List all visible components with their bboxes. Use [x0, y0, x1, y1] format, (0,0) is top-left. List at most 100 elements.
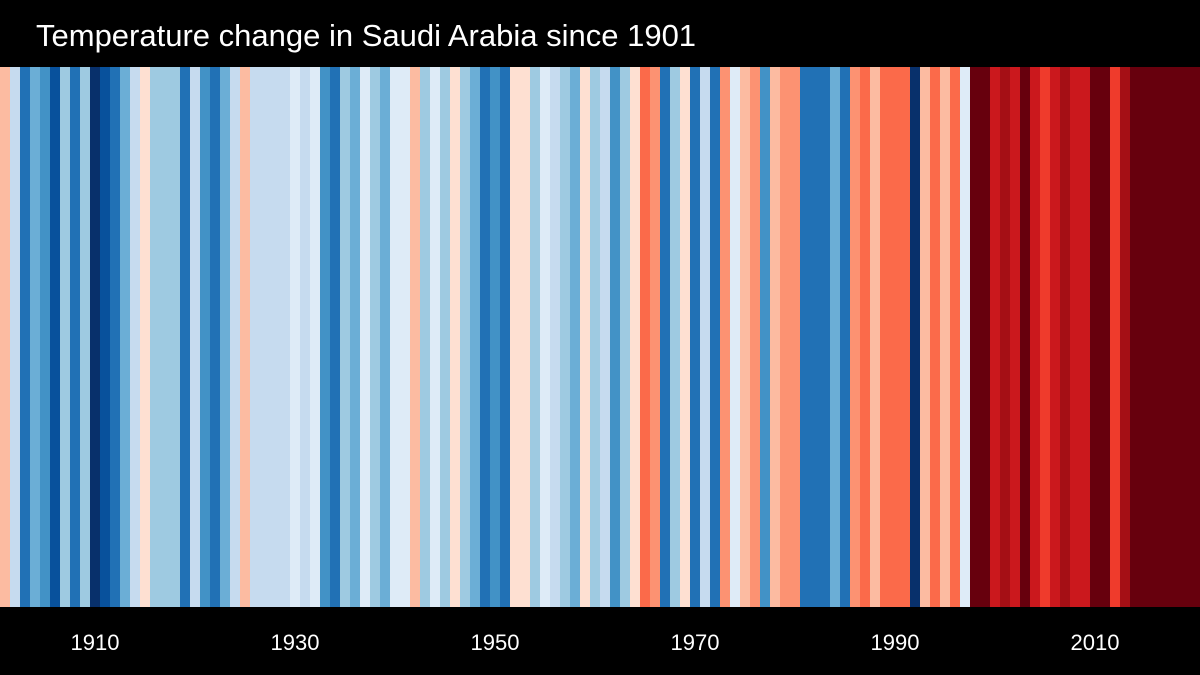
stripe-1994	[930, 67, 941, 607]
stripe-1969	[680, 67, 691, 607]
stripe-1945	[440, 67, 451, 607]
stripe-2018	[1170, 67, 1181, 607]
stripe-1948	[470, 67, 481, 607]
stripe-1913	[120, 67, 131, 607]
stripe-2010	[1090, 67, 1101, 607]
stripe-1921	[200, 67, 211, 607]
stripe-1905	[40, 67, 51, 607]
stripe-2012	[1110, 67, 1121, 607]
chart-title: Temperature change in Saudi Arabia since…	[36, 18, 697, 53]
stripe-1954	[530, 67, 541, 607]
stripe-1993	[920, 67, 931, 607]
stripe-1918	[170, 67, 181, 607]
title-bar: Temperature change in Saudi Arabia since…	[0, 0, 1200, 67]
stripe-1979	[780, 67, 791, 607]
stripe-1977	[760, 67, 771, 607]
stripe-1978	[770, 67, 781, 607]
stripe-1909	[80, 67, 91, 607]
stripe-1997	[960, 67, 971, 607]
stripe-1980	[790, 67, 801, 607]
stripe-1910	[90, 67, 101, 607]
stripe-1981	[800, 67, 811, 607]
stripe-1982	[810, 67, 821, 607]
stripe-1922	[210, 67, 221, 607]
stripe-1957	[560, 67, 571, 607]
stripe-1975	[740, 67, 751, 607]
stripe-1967	[660, 67, 671, 607]
stripe-1903	[20, 67, 31, 607]
stripe-2011	[1100, 67, 1111, 607]
stripe-1998	[970, 67, 981, 607]
stripe-1939	[380, 67, 391, 607]
stripe-1956	[550, 67, 561, 607]
stripe-1989	[880, 67, 891, 607]
stripe-1906	[50, 67, 61, 607]
stripe-2016	[1150, 67, 1161, 607]
stripe-1929	[280, 67, 291, 607]
stripe-1987	[860, 67, 871, 607]
stripe-1965	[640, 67, 651, 607]
x-tick-label-1970: 1970	[670, 630, 720, 655]
stripe-1902	[10, 67, 21, 607]
stripe-2007	[1060, 67, 1071, 607]
stripe-2004	[1030, 67, 1041, 607]
stripe-1915	[140, 67, 151, 607]
stripe-1953	[520, 67, 531, 607]
stripe-2008	[1070, 67, 1081, 607]
stripe-1901	[0, 67, 11, 607]
stripe-1968	[670, 67, 681, 607]
stripe-1983	[820, 67, 831, 607]
stripe-1943	[420, 67, 431, 607]
stripe-2005	[1040, 67, 1051, 607]
stripe-1933	[320, 67, 331, 607]
stripe-1911	[100, 67, 111, 607]
stripe-1962	[610, 67, 621, 607]
stripe-1986	[850, 67, 861, 607]
stripe-1950	[490, 67, 501, 607]
stripe-1940	[390, 67, 401, 607]
stripe-1952	[510, 67, 521, 607]
stripe-2019	[1180, 67, 1191, 607]
stripe-1955	[540, 67, 551, 607]
stripe-1951	[500, 67, 511, 607]
stripe-1963	[620, 67, 631, 607]
stripe-1904	[30, 67, 41, 607]
stripe-2002	[1010, 67, 1021, 607]
stripe-1976	[750, 67, 761, 607]
stripe-2009	[1080, 67, 1091, 607]
stripe-1941	[400, 67, 411, 607]
stripe-1926	[250, 67, 261, 607]
stripe-1923	[220, 67, 231, 607]
stripe-1924	[230, 67, 241, 607]
stripe-1932	[310, 67, 321, 607]
stripe-1914	[130, 67, 141, 607]
stripe-1995	[940, 67, 951, 607]
stripe-1920	[190, 67, 201, 607]
stripe-2020	[1190, 67, 1200, 607]
stripe-1919	[180, 67, 191, 607]
x-axis: 1910 1930 1950 1970 1990 2010	[0, 607, 1200, 675]
stripe-1974	[730, 67, 741, 607]
stripe-1916	[150, 67, 161, 607]
stripe-1971	[700, 67, 711, 607]
stripe-1972	[710, 67, 721, 607]
stripe-1917	[160, 67, 171, 607]
stripe-1944	[430, 67, 441, 607]
x-tick-label-2010: 2010	[1070, 630, 1120, 655]
stripe-2017	[1160, 67, 1171, 607]
stripe-1961	[600, 67, 611, 607]
stripe-1938	[370, 67, 381, 607]
stripe-1912	[110, 67, 121, 607]
stripe-1992	[910, 67, 921, 607]
stripe-1999	[980, 67, 991, 607]
x-tick-label-1950: 1950	[470, 630, 520, 655]
stripe-1949	[480, 67, 491, 607]
stripe-1936	[350, 67, 361, 607]
stripe-1908	[70, 67, 81, 607]
stripe-2006	[1050, 67, 1061, 607]
stripe-1973	[720, 67, 731, 607]
stripe-1928	[270, 67, 281, 607]
stripe-1930	[290, 67, 301, 607]
stripe-1934	[330, 67, 341, 607]
stripe-1935	[340, 67, 351, 607]
